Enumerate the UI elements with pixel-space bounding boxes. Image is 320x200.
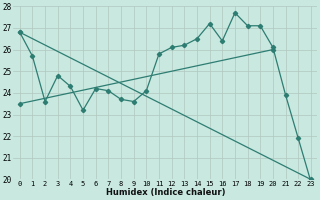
X-axis label: Humidex (Indice chaleur): Humidex (Indice chaleur) [106,188,225,197]
